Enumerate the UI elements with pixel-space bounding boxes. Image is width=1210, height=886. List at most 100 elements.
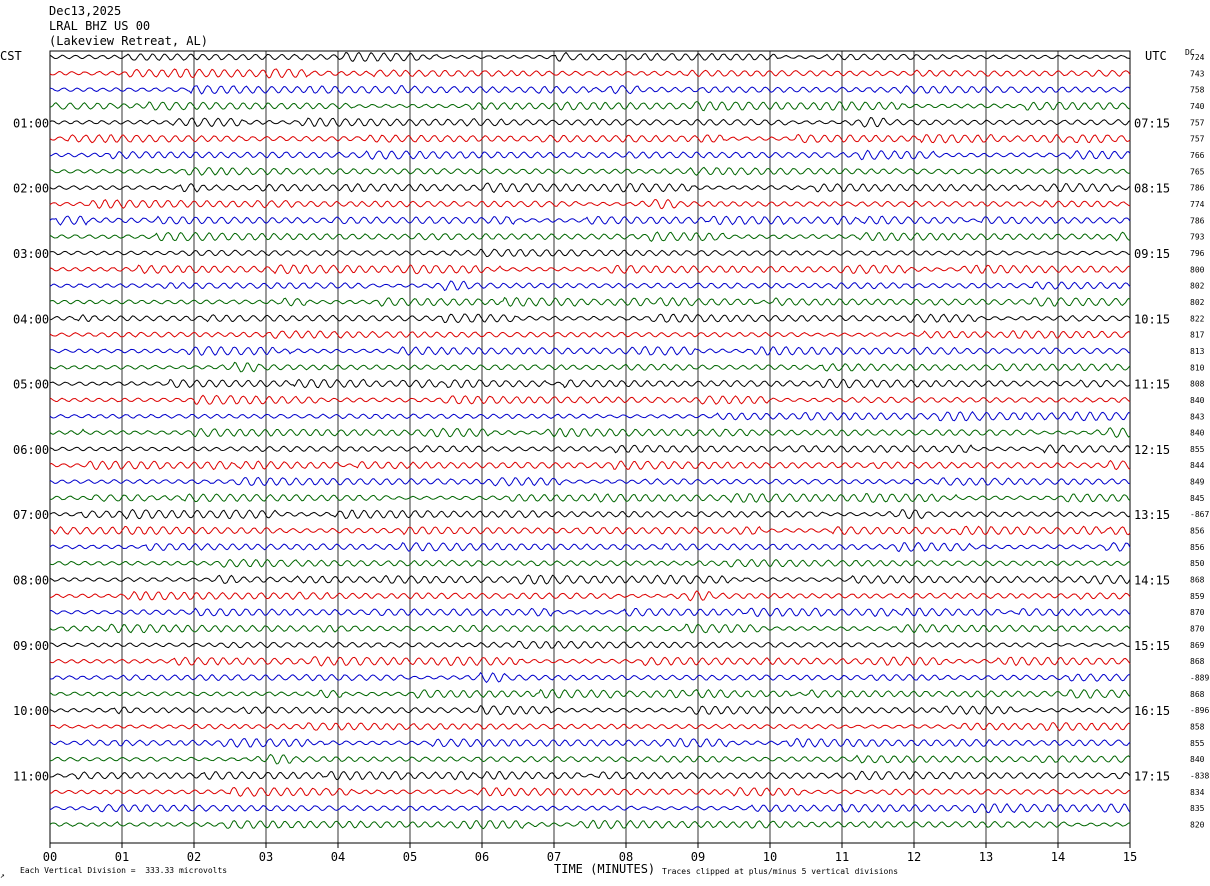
seismic-trace [49,329,1131,339]
dc-offset-value: 856 [1190,543,1205,552]
seismic-trace [49,345,1131,356]
right-timezone-label: UTC [1145,49,1167,63]
seismic-trace [49,215,1131,226]
dc-offset-value: 813 [1190,347,1205,356]
cst-hour-label: 08:00 [13,574,49,588]
dc-offset-value: 868 [1190,690,1205,699]
seismic-trace [49,737,1131,748]
cst-hour-label: 11:00 [13,770,49,784]
seismic-trace [49,444,1131,454]
seismic-trace [49,640,1131,650]
x-tick-label: 08 [619,850,633,864]
seismic-trace [49,476,1131,487]
dc-offset-value: 868 [1190,657,1205,666]
dc-offset-value: 840 [1190,755,1205,764]
cst-hour-label: 04:00 [13,312,49,326]
dc-offset-value: 757 [1190,118,1205,127]
dc-offset-value: 845 [1190,494,1205,503]
x-tick-label: 04 [331,850,345,864]
seismic-trace [49,117,1131,128]
seismic-trace [49,182,1131,194]
dc-offset-value: 800 [1190,265,1205,274]
dc-offset-value: 808 [1190,380,1205,389]
seismic-trace [49,786,1131,797]
dc-offset-value: 844 [1190,461,1205,470]
x-tick-label: 03 [259,850,273,864]
utc-hour-label: 16:15 [1134,704,1170,718]
dc-offset-value: 850 [1190,559,1205,568]
station-location: (Lakeview Retreat, AL) [49,34,208,48]
dc-offset-value: 765 [1190,167,1205,176]
seismic-trace [49,508,1131,520]
dc-offset-value: 743 [1190,69,1205,78]
seismic-trace [49,770,1131,781]
utc-hour-label: 07:15 [1134,116,1170,130]
utc-hour-label: 08:15 [1134,182,1170,196]
cst-hour-label: 03:00 [13,247,49,261]
dc-offset-value: 793 [1190,233,1205,242]
dc-offset-value: 820 [1190,821,1205,830]
seismic-trace [49,280,1131,292]
cst-hour-label: 02:00 [13,182,49,196]
dc-offset-value: 774 [1190,200,1205,209]
dc-offset-value: 766 [1190,151,1205,160]
dc-offset-value: 855 [1190,445,1205,454]
seismic-trace [49,722,1131,732]
seismic-trace [49,68,1131,79]
utc-hour-label: 13:15 [1134,508,1170,522]
seismic-trace [49,101,1131,112]
plot-frame [49,50,1131,844]
dc-offset-value: 835 [1190,804,1205,813]
x-tick-label: 06 [475,850,489,864]
x-tick-label: 15 [1123,850,1137,864]
dc-offset-value: 843 [1190,412,1205,421]
utc-hour-label: 17:15 [1134,770,1170,784]
dc-offset-value: 786 [1190,216,1205,225]
left-timezone-label: CST [0,49,22,63]
seismic-trace [49,574,1131,585]
seismic-trace [49,411,1131,422]
cst-hour-label: 01:00 [13,116,49,130]
dc-offset-value: 796 [1190,249,1205,258]
dc-offset-value: 840 [1190,396,1205,405]
dc-offset-value: 856 [1190,527,1205,536]
dc-offset-value: 802 [1190,282,1205,291]
cst-hour-label: 05:00 [13,378,49,392]
cst-hour-label: 07:00 [13,508,49,522]
x-tick-label: 13 [979,850,993,864]
x-tick-label: 11 [835,850,849,864]
vertical-scale-note: Each Vertical Division = 333.33 microvol… [20,866,228,875]
dc-offset-value: 855 [1190,739,1205,748]
x-tick-label: 12 [907,850,921,864]
utc-hour-label: 10:15 [1134,312,1170,326]
seismic-trace [49,231,1131,243]
x-tick-label: 01 [115,850,129,864]
dc-offset-value: 724 [1190,53,1205,62]
x-tick-label: 00 [43,850,57,864]
seismic-trace [49,607,1131,618]
seismic-trace [49,558,1131,568]
x-tick-label: 10 [763,850,777,864]
utc-hour-label: 15:15 [1134,639,1170,653]
x-axis-label: TIME (MINUTES) [554,862,656,876]
dc-offset-value: 810 [1190,363,1205,372]
dc-offset-value: 740 [1190,102,1205,111]
dc-offset-value: -889 [1190,674,1209,683]
cst-hour-label: 06:00 [13,443,49,457]
station-code: LRAL BHZ US 00 [49,19,151,33]
seismic-trace [49,459,1131,471]
seismic-trace [49,166,1131,176]
dc-offset-value: 868 [1190,576,1205,585]
seismic-trace [49,296,1131,307]
seismic-trace [49,492,1131,504]
dc-offset-value: 870 [1190,625,1205,634]
x-tick-label: 14 [1051,850,1065,864]
cst-hour-label: 10:00 [13,704,49,718]
seismic-trace [49,819,1131,830]
dc-offset-value: 802 [1190,298,1205,307]
clip-note: Traces clipped at plus/minus 5 vertical … [662,867,899,876]
dc-offset-value: 859 [1190,592,1205,601]
dc-offset-value: 757 [1190,135,1205,144]
dc-offset-value: -896 [1190,706,1209,715]
seismic-trace [49,802,1131,814]
